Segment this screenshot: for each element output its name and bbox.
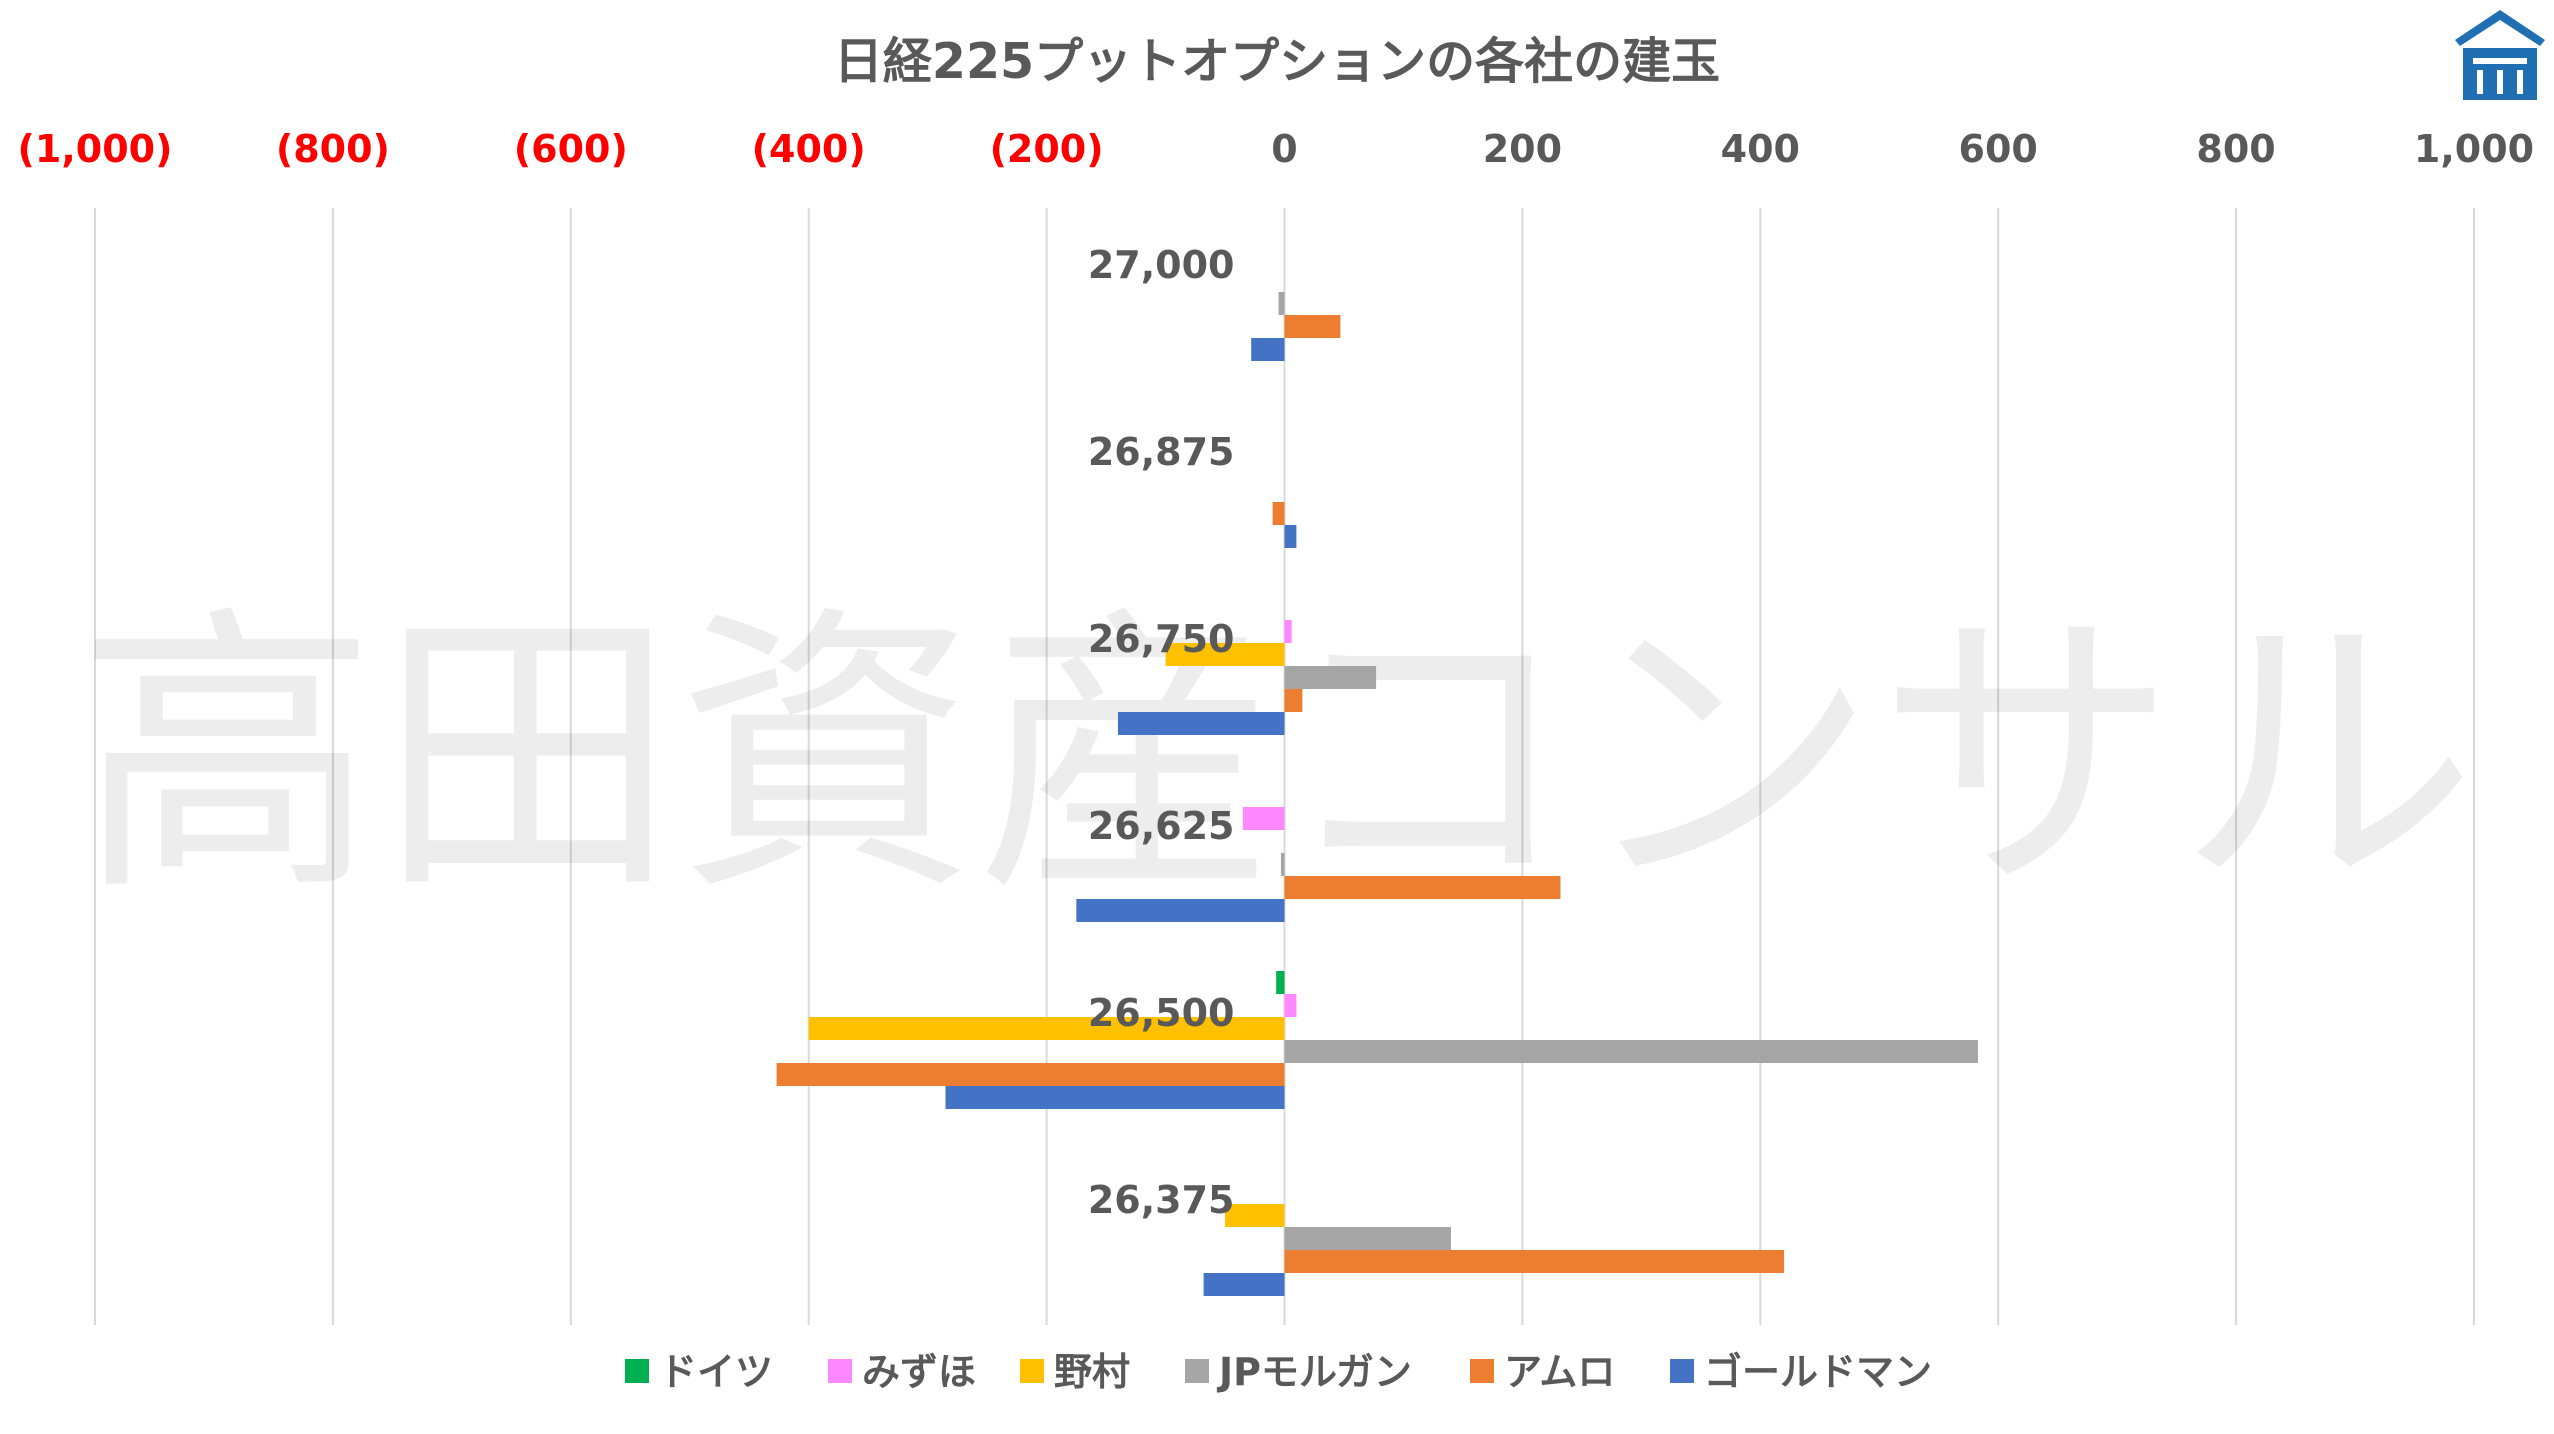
x-tick-label: 600	[1959, 127, 2038, 171]
bar	[1284, 1040, 1978, 1063]
legend: ドイツ みずほ 野村 JPモルガン アムロ ゴールドマン	[625, 1350, 1932, 1394]
legend-label: JPモルガン	[1216, 1350, 1412, 1394]
x-tick-label: (400)	[752, 127, 866, 171]
bar	[1276, 971, 1285, 994]
bar	[1284, 1227, 1452, 1250]
x-tick-label: (600)	[514, 127, 628, 171]
category-label: 27,000	[1088, 243, 1235, 287]
bar	[1278, 292, 1285, 315]
gridlines	[94, 208, 2475, 1325]
bar	[1225, 1204, 1285, 1227]
bar	[776, 1063, 1285, 1086]
bar	[1284, 620, 1292, 643]
legend-swatch	[1185, 1359, 1209, 1383]
legend-label: ゴールドマン	[1704, 1350, 1932, 1394]
legend-swatch	[1020, 1359, 1044, 1383]
x-tick-label: (200)	[990, 127, 1104, 171]
legend-swatch	[1470, 1359, 1494, 1383]
bar	[1203, 1273, 1285, 1296]
legend-swatch	[625, 1359, 649, 1383]
bar	[1284, 994, 1297, 1017]
bar	[1242, 807, 1285, 830]
bar	[1284, 876, 1561, 899]
x-axis-tick-labels: (1,000) (800) (600) (400) (200) 0 200 400 600 800…	[18, 127, 2535, 171]
chart-title: 日経225プットオプションの各社の建玉	[834, 33, 1720, 90]
x-tick-label: 800	[2196, 127, 2275, 171]
legend-label: みずほ	[862, 1350, 976, 1394]
bar	[1280, 853, 1285, 876]
bar	[1251, 338, 1285, 361]
bars	[776, 292, 1978, 1296]
bar	[1284, 1250, 1785, 1273]
x-tick-label: (800)	[276, 127, 390, 171]
bar	[1284, 689, 1303, 712]
x-tick-label: 400	[1721, 127, 1800, 171]
x-tick-label: 200	[1483, 127, 1562, 171]
bar	[945, 1086, 1285, 1109]
category-label: 26,625	[1088, 804, 1235, 848]
x-tick-label: 0	[1271, 127, 1297, 171]
bar	[1117, 712, 1285, 735]
takada-logo-icon	[2455, 10, 2545, 100]
bar	[1284, 666, 1377, 689]
bar	[1284, 525, 1297, 548]
bar	[1272, 502, 1285, 525]
bar	[1076, 899, 1285, 922]
x-tick-label: (1,000)	[18, 127, 173, 171]
legend-label: 野村	[1054, 1350, 1130, 1394]
category-label: 26,875	[1088, 430, 1235, 474]
category-label: 26,750	[1088, 617, 1235, 661]
legend-label: ドイツ	[659, 1350, 773, 1394]
bar	[808, 1017, 1285, 1040]
legend-swatch	[1670, 1359, 1694, 1383]
legend-swatch	[828, 1359, 852, 1383]
category-label: 26,375	[1088, 1178, 1235, 1222]
legend-label: アムロ	[1504, 1350, 1615, 1394]
category-label: 26,500	[1088, 991, 1235, 1035]
bar	[1165, 643, 1285, 666]
x-tick-label: 1,000	[2414, 127, 2534, 171]
category-labels: 27,000 26,875 26,750 26,625 26,500 26,375	[1088, 243, 1235, 1222]
watermark-text: 高田資産コンサル	[77, 582, 2477, 931]
bar	[1284, 315, 1341, 338]
